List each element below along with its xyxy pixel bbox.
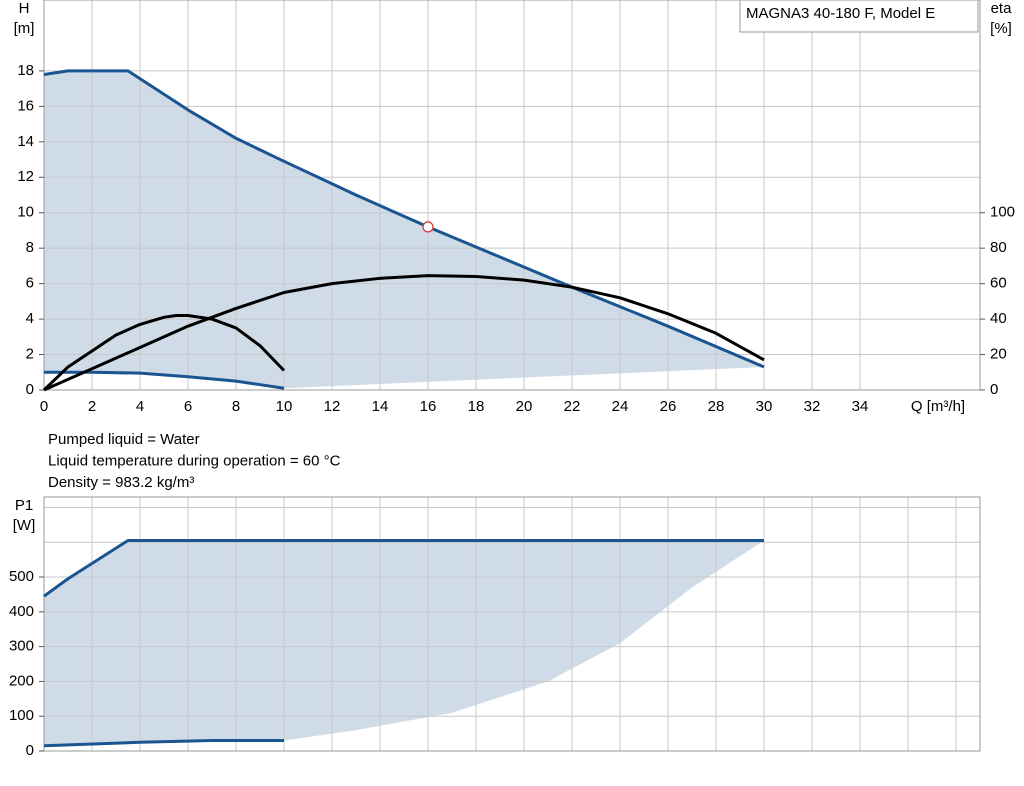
y-axis-label: H [19,0,30,17]
y-tick-label: 500 [9,568,34,585]
y-tick-label: 4 [26,310,34,327]
annotation: Liquid temperature during operation = 60… [48,452,341,469]
x-tick-label: 8 [232,398,240,415]
x-tick-label: 10 [276,398,293,415]
y2-tick-label: 100 [990,204,1015,221]
curve [42,314,286,392]
annotation: Pumped liquid = Water [48,431,200,448]
y-tick-label: 0 [26,381,34,398]
x-axis-label: Q [m³/h] [911,398,965,415]
x-tick-label: 34 [852,398,869,415]
legend-text: MAGNA3 40-180 F, Model E [746,5,935,22]
x-tick-label: 4 [136,398,144,415]
legend-box [739,0,979,33]
operating-point [422,221,434,233]
y-tick-label: 6 [26,275,34,292]
x-tick-label: 6 [184,398,192,415]
x-tick-label: 28 [708,398,725,415]
y-tick-label: 2 [26,346,34,363]
y2-axis-label: [%] [990,20,1012,37]
annotation: Density = 983.2 kg/m³ [48,474,194,491]
curve [43,739,284,748]
y-axis-label: P1 [15,497,33,514]
y-tick-label: 10 [17,204,34,221]
x-tick-label: 0 [40,398,48,415]
x-tick-label: 16 [420,398,437,415]
x-tick-label: 20 [516,398,533,415]
y2-tick-label: 80 [990,239,1007,256]
curve [43,538,764,598]
x-tick-label: 22 [564,398,581,415]
x-tick-label: 12 [324,398,341,415]
y-tick-label: 400 [9,603,34,620]
x-tick-label: 26 [660,398,677,415]
y-tick-label: 14 [17,133,34,150]
y-tick-label: 300 [9,638,34,655]
operating-range [44,540,764,746]
x-tick-label: 24 [612,398,629,415]
curve [43,274,765,392]
curve [43,69,765,369]
plot-frame [43,0,981,391]
y2-tick-label: 40 [990,310,1007,327]
operating-range [44,70,764,389]
y2-tick-label: 60 [990,275,1007,292]
y2-axis-label: eta [991,0,1013,17]
y-tick-label: 8 [26,239,34,256]
y-tick-label: 12 [17,168,34,185]
y-tick-label: 200 [9,672,34,689]
x-tick-label: 32 [804,398,821,415]
y-tick-label: 0 [26,742,34,759]
x-tick-label: 14 [372,398,389,415]
y-tick-label: 16 [17,97,34,114]
x-tick-label: 18 [468,398,485,415]
y2-tick-label: 20 [990,346,1007,363]
y-axis-label: [m] [14,20,35,37]
y2-tick-label: 0 [990,381,998,398]
y-tick-label: 100 [9,707,34,724]
plot-frame [43,496,981,752]
y-axis-label: [W] [13,517,36,534]
x-tick-label: 30 [756,398,773,415]
x-tick-label: 2 [88,398,96,415]
y-tick-label: 18 [17,62,34,79]
